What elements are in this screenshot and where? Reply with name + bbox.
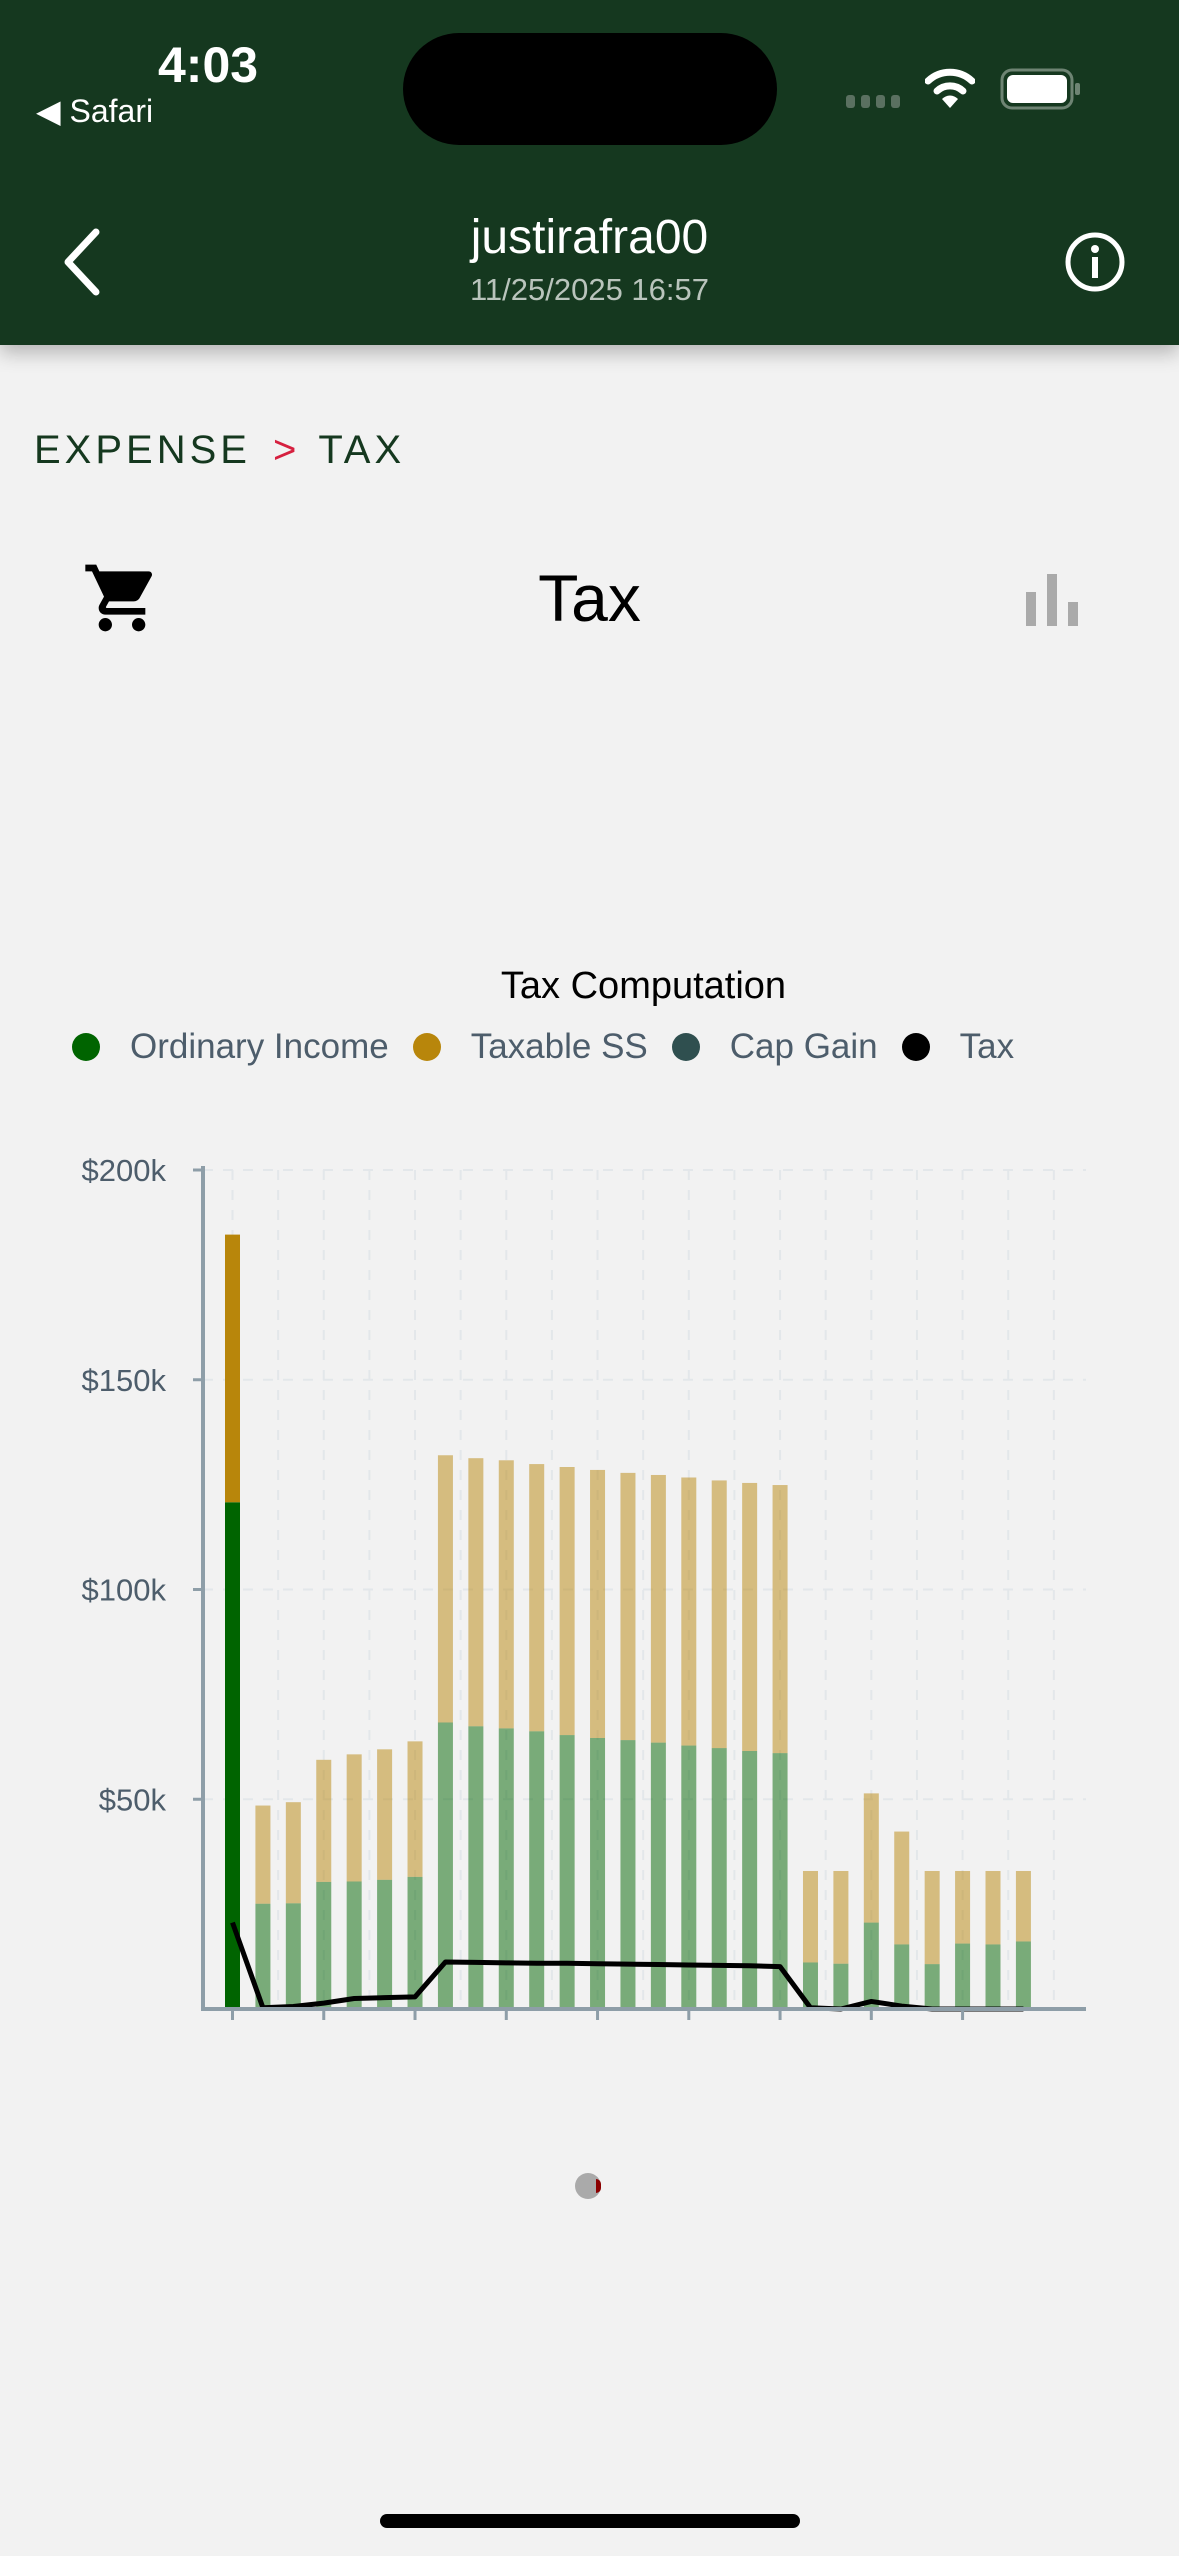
bar-ordinary-income <box>681 1745 697 2009</box>
bar-ordinary-income <box>225 1502 240 2009</box>
bar-ordinary-income <box>529 1731 545 2009</box>
bar-taxable-ss <box>985 1870 1001 1945</box>
cart-icon[interactable] <box>82 558 162 638</box>
bar-ordinary-income <box>468 1726 484 2009</box>
breadcrumb: EXPENSE > TAX <box>34 428 405 473</box>
bar-ordinary-income <box>924 1964 940 2009</box>
bar-taxable-ss <box>955 1870 971 1944</box>
bar-ordinary-income <box>711 1748 727 2009</box>
bar-ordinary-income <box>285 1903 301 2009</box>
tax-computation-chart[interactable]: $200k$150k$100k$50k202520282031203420372… <box>0 1100 1179 2020</box>
bar-ordinary-income <box>985 1944 1001 2009</box>
legend-taxable-ss[interactable]: Taxable SS <box>412 1027 648 1067</box>
bar-ordinary-income <box>1015 1941 1031 2009</box>
bar-taxable-ss <box>437 1455 453 1723</box>
breadcrumb-expense[interactable]: EXPENSE <box>34 428 251 472</box>
legend-label: Taxable SS <box>470 1027 648 1066</box>
bar-taxable-ss <box>742 1482 758 1752</box>
bar-ordinary-income <box>802 1962 818 2009</box>
bar-taxable-ss <box>1015 1870 1031 1942</box>
bar-taxable-ss <box>255 1805 271 1904</box>
battery-icon <box>1000 68 1080 110</box>
legend-cap-gain[interactable]: Cap Gain <box>671 1027 878 1067</box>
bar-taxable-ss <box>590 1469 606 1739</box>
bar-ordinary-income <box>833 1963 849 2009</box>
back-to-safari[interactable]: ◀ Safari <box>36 93 154 129</box>
bar-taxable-ss <box>924 1870 940 1965</box>
legend-label: Cap Gain <box>729 1027 878 1066</box>
status-time: 4:03 <box>158 37 259 93</box>
y-tick-label: $150k <box>82 1363 167 1398</box>
bar-ordinary-income <box>407 1876 423 2009</box>
bar-taxable-ss <box>316 1759 332 1882</box>
bar-taxable-ss <box>468 1458 484 1727</box>
bar-ordinary-income <box>377 1879 393 2009</box>
info-icon[interactable] <box>1063 230 1127 294</box>
bar-taxable-ss <box>863 1793 879 1923</box>
legend-ordinary-income[interactable]: Ordinary Income <box>72 1027 389 1067</box>
bar-taxable-ss <box>894 1831 910 1945</box>
bar-ordinary-income <box>955 1943 971 2009</box>
legend-dot <box>671 1033 700 1061</box>
bar-ordinary-income <box>894 1944 910 2009</box>
legend-label: Tax <box>959 1027 1015 1066</box>
header-subtitle: 11/25/2025 16:57 <box>469 272 710 307</box>
bar-ordinary-income <box>620 1740 636 2009</box>
back-chevron-icon[interactable] <box>60 228 104 296</box>
y-tick-label: $200k <box>82 1153 167 1188</box>
bar-ordinary-income <box>772 1753 788 2009</box>
legend-dot <box>901 1033 930 1061</box>
bar-taxable-ss <box>620 1472 636 1741</box>
back-app-label: Safari <box>69 93 154 129</box>
bar-taxable-ss <box>377 1749 393 1880</box>
bar-ordinary-income <box>863 1922 879 2009</box>
bar-taxable-ss <box>529 1464 545 1732</box>
legend-dot <box>412 1033 441 1061</box>
page-title: Tax <box>538 561 641 635</box>
legend-label: Ordinary Income <box>130 1027 389 1066</box>
bar-taxable-ss <box>498 1460 514 1729</box>
y-tick-label: $100k <box>82 1573 167 1608</box>
bar-ordinary-income <box>590 1738 606 2009</box>
bar-ordinary-income <box>650 1742 666 2009</box>
page-indicator-dot[interactable] <box>575 2173 601 2199</box>
cellular-signal-icon <box>846 95 900 108</box>
chart-title: Tax Computation <box>500 965 787 1007</box>
legend-dot <box>72 1033 100 1061</box>
chart-legend: Ordinary Income Taxable SS Cap Gain Tax <box>72 1027 1038 1067</box>
bar-ordinary-income <box>316 1881 332 2009</box>
bar-ordinary-income <box>742 1751 758 2009</box>
bar-taxable-ss <box>346 1754 362 1882</box>
bar-ordinary-income <box>437 1722 453 2009</box>
dynamic-island <box>403 33 777 145</box>
y-tick-label: $50k <box>99 1782 167 1817</box>
bar-taxable-ss <box>650 1474 666 1743</box>
legend-tax[interactable]: Tax <box>901 1027 1015 1067</box>
breadcrumb-separator: > <box>272 428 297 472</box>
bar-taxable-ss <box>711 1480 727 1749</box>
bar-chart-icon[interactable] <box>1022 570 1082 630</box>
bar-taxable-ss <box>681 1477 697 1746</box>
bar-taxable-ss <box>772 1485 788 1754</box>
bar-taxable-ss <box>407 1741 423 1877</box>
bar-taxable-ss <box>833 1870 849 1964</box>
bar-ordinary-income <box>255 1903 271 2009</box>
tax-line <box>230 1921 1024 2012</box>
home-indicator[interactable] <box>380 2514 800 2528</box>
header-title: justirafra00 <box>470 211 709 264</box>
bar-taxable-ss <box>225 1234 240 1503</box>
app-header: 4:03 ◀ Safari justirafra00 11/25/2025 16… <box>0 0 1179 345</box>
breadcrumb-tax: TAX <box>318 428 406 472</box>
bar-ordinary-income <box>498 1728 514 2009</box>
bar-taxable-ss <box>285 1802 301 1904</box>
bar-taxable-ss <box>802 1870 818 1963</box>
wifi-icon <box>925 68 975 108</box>
bar-ordinary-income <box>559 1735 575 2009</box>
bar-ordinary-income <box>346 1881 362 2009</box>
bar-taxable-ss <box>559 1467 575 1736</box>
